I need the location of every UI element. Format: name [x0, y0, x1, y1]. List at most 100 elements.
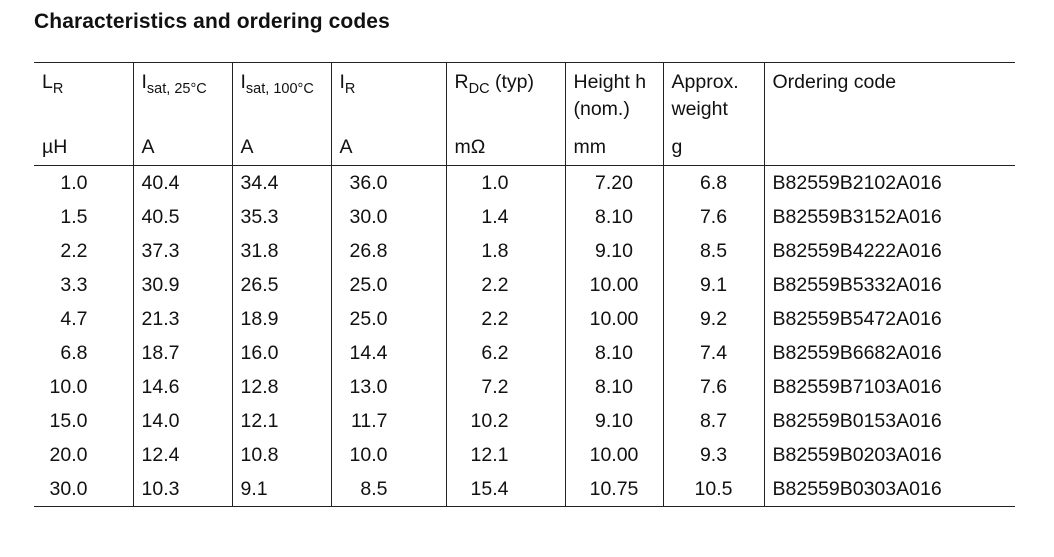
table-cell: 8.7 — [662, 404, 764, 438]
table-cell: 7.20 — [564, 165, 663, 200]
ordering-code-cell: B82559B0303A016 — [763, 472, 1015, 507]
table-cell: 37.3 — [132, 234, 232, 268]
table-cell: 7.6 — [662, 200, 764, 234]
ordering-code-cell: B82559B0203A016 — [763, 438, 1015, 472]
table-cell: 30.0 — [330, 200, 446, 234]
table-cell: 6.2 — [445, 336, 565, 370]
unit-cell — [763, 129, 1015, 166]
header-row: LR Isat, 25°C Isat, 100°C IR RDC (typ) H… — [34, 62, 1015, 129]
table-row: 30.0 10.3 9.1 8.5 15.4 10.75 10.5 B82559B0303A0… — [34, 472, 1015, 507]
table-row: 1.5 40.5 35.3 30.0 1.4 8.10 7.6 B82559B3152A016 — [34, 200, 1015, 234]
table-row: 1.0 40.4 34.4 36.0 1.0 7.20 6.8 B82559B2102A016 — [34, 165, 1015, 200]
table-cell: 1.8 — [445, 234, 565, 268]
table-cell: 10.8 — [231, 438, 331, 472]
ordering-code-cell: B82559B5332A016 — [763, 268, 1015, 302]
header-isat-100: Isat, 100°C — [231, 62, 331, 129]
table-cell: 9.1 — [231, 472, 331, 507]
table-cell: 9.3 — [662, 438, 764, 472]
header-inductance: LR — [34, 62, 133, 129]
header-symbol: I — [141, 71, 147, 93]
table-cell: 2.2 — [60, 239, 88, 262]
table-cell: 1.5 — [60, 205, 88, 228]
table-cell: 12.8 — [231, 370, 331, 404]
table-cell: 13.0 — [330, 370, 446, 404]
header-weight: Approx. weight — [662, 62, 764, 129]
table-cell: 9.1 — [662, 268, 764, 302]
table-row: 10.0 14.6 12.8 13.0 7.2 8.10 7.6 B82559B7103A01… — [34, 370, 1015, 404]
table-cell: 18.7 — [132, 336, 232, 370]
unit-cell: A — [132, 129, 232, 166]
table-cell: 14.4 — [330, 336, 446, 370]
table-cell: 7.4 — [662, 336, 764, 370]
unit-row: µH A A A mΩ mm g — [34, 129, 1015, 166]
header-line1: Approx. — [671, 71, 739, 93]
header-isat-25: Isat, 25°C — [132, 62, 232, 129]
table-cell: 10.00 — [564, 268, 663, 302]
table-cell: 1.0 — [60, 171, 88, 194]
table-cell: 1.0 — [445, 165, 565, 200]
header-height: Height h (nom.) — [564, 62, 663, 129]
table-cell: 3.3 — [60, 273, 88, 296]
header-subscript: sat, 100°C — [245, 81, 314, 97]
table-cell: 12.1 — [231, 404, 331, 438]
unit-cell: mm — [564, 129, 663, 166]
table-cell: 10.00 — [564, 302, 663, 336]
table-cell: 31.8 — [231, 234, 331, 268]
table-cell: 30.9 — [132, 268, 232, 302]
table-cell: 15.4 — [445, 472, 565, 507]
ordering-code-cell: B82559B3152A016 — [763, 200, 1015, 234]
table-cell: 9.2 — [662, 302, 764, 336]
header-line1: Ordering code — [772, 71, 897, 93]
table-cell: 26.5 — [231, 268, 331, 302]
table-cell: 1.4 — [445, 200, 565, 234]
header-subscript: sat, 25°C — [146, 81, 207, 97]
table-cell: 2.2 — [445, 268, 565, 302]
ordering-code-cell: B82559B2102A016 — [763, 165, 1015, 200]
ordering-code-cell: B82559B4222A016 — [763, 234, 1015, 268]
table-cell: 40.5 — [132, 200, 232, 234]
table-cell: 25.0 — [330, 302, 446, 336]
header-suffix: (typ) — [489, 71, 534, 93]
ordering-code-cell: B82559B7103A016 — [763, 370, 1015, 404]
table-cell: 26.8 — [330, 234, 446, 268]
table-cell: 6.8 — [60, 341, 88, 364]
table-cell: 10.3 — [132, 472, 232, 507]
table-cell: 4.7 — [60, 307, 88, 330]
header-symbol: R — [454, 71, 469, 93]
table-cell: 34.4 — [231, 165, 331, 200]
table-cell: 10.5 — [662, 472, 764, 507]
header-symbol: I — [240, 71, 246, 93]
table-cell: 35.3 — [231, 200, 331, 234]
table-cell: 16.0 — [231, 336, 331, 370]
table-cell: 10.0 — [330, 438, 446, 472]
header-subscript: R — [52, 81, 64, 97]
header-subscript: DC — [468, 81, 490, 97]
table-row: 6.8 18.7 16.0 14.4 6.2 8.10 7.4 B82559B6682A016 — [34, 336, 1015, 370]
ordering-code-cell: B82559B5472A016 — [763, 302, 1015, 336]
table-cell: 6.8 — [662, 165, 764, 200]
table-cell: 36.0 — [330, 165, 446, 200]
table-cell: 2.2 — [445, 302, 565, 336]
table-cell: 12.4 — [132, 438, 232, 472]
table-row: 20.0 12.4 10.8 10.0 12.1 10.00 9.3 B82559B0203A… — [34, 438, 1015, 472]
table-cell: 10.75 — [564, 472, 663, 507]
table-cell: 40.4 — [132, 165, 232, 200]
header-rated-current: IR — [330, 62, 446, 129]
unit-cell: g — [662, 129, 764, 166]
table-cell: 12.1 — [445, 438, 565, 472]
header-symbol: L — [42, 71, 53, 93]
table-cell: 14.6 — [132, 370, 232, 404]
table-body: 1.0 40.4 34.4 36.0 1.0 7.20 6.8 B82559B2102A016… — [34, 165, 1015, 507]
table-cell: 8.5 — [662, 234, 764, 268]
table-cell: 25.0 — [330, 268, 446, 302]
table-cell: 10.2 — [445, 404, 565, 438]
table-cell: 8.10 — [564, 336, 663, 370]
unit-cell: mΩ — [445, 129, 565, 166]
header-ordering-code: Ordering code — [763, 62, 1015, 129]
table-cell: 11.7 — [330, 404, 446, 438]
table-cell: 20.0 — [49, 443, 88, 466]
table-cell: 8.10 — [564, 370, 663, 404]
ordering-codes-table-container: LR Isat, 25°C Isat, 100°C IR RDC (typ) H… — [34, 62, 1015, 507]
header-line1: Height h — [573, 71, 647, 93]
unit-cell: µH — [34, 129, 133, 166]
